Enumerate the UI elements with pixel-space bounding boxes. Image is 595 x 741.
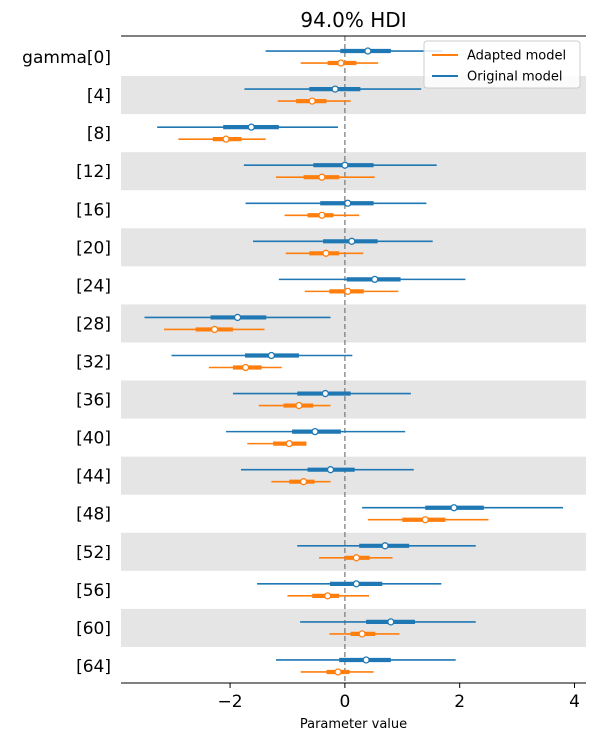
legend-label: Original model (467, 70, 562, 85)
row-label: gamma[0] (22, 48, 111, 68)
hdi-marks (144, 47, 564, 676)
median-point (371, 275, 379, 284)
median-point (247, 123, 255, 131)
x-tick-label: 4 (569, 692, 580, 712)
x-axis: −2 0 2 4 (121, 35, 586, 712)
median-point (318, 211, 326, 219)
row-label: [64] (76, 657, 111, 677)
row-label: [56] (76, 581, 111, 601)
row-band (121, 228, 586, 267)
median-point (352, 554, 361, 562)
median-point (322, 249, 330, 257)
row-label: [8] (87, 124, 111, 144)
median-point (387, 618, 395, 626)
median-point (331, 85, 339, 93)
median-point (341, 161, 349, 169)
row-band (121, 608, 586, 647)
row-label: [4] (87, 86, 111, 106)
row-label: [48] (76, 505, 111, 525)
median-point (321, 389, 330, 398)
median-point (381, 542, 389, 550)
x-tick-label: −2 (218, 692, 243, 712)
median-point (421, 516, 429, 524)
median-point (344, 199, 352, 207)
median-point (358, 630, 366, 638)
x-axis-label: Parameter value (300, 717, 407, 732)
row-bands (121, 76, 586, 647)
median-point (233, 313, 242, 322)
row-label: [32] (76, 353, 111, 373)
median-point (285, 439, 293, 448)
median-point (299, 478, 308, 486)
row-label: [28] (76, 314, 111, 334)
row-label: [44] (76, 467, 111, 487)
x-tick-label: 2 (454, 692, 465, 712)
row-band (121, 152, 586, 191)
median-point (267, 351, 276, 360)
median-point (334, 668, 342, 676)
median-point (362, 656, 370, 664)
median-point (210, 325, 219, 334)
row-labels: gamma[0] [4] [8] [12] [16] [20] [24] [28] [32] [3… (22, 48, 111, 677)
row-band (121, 532, 586, 571)
legend-box (423, 40, 581, 89)
median-point (241, 363, 250, 372)
row-label: [40] (76, 429, 111, 449)
median-point (364, 47, 372, 55)
row-label: [24] (76, 276, 111, 296)
median-point (318, 173, 326, 181)
median-point (324, 592, 332, 600)
median-point (344, 287, 352, 296)
row-band (121, 456, 586, 495)
legend: Adapted model Original model (423, 40, 581, 89)
row-band (121, 380, 586, 419)
row-label: [60] (76, 619, 111, 639)
median-point (450, 504, 458, 512)
row-band (121, 304, 586, 343)
median-point (348, 237, 356, 245)
median-point (308, 97, 316, 105)
median-point (295, 401, 303, 410)
x-tick-label: 0 (339, 692, 350, 712)
median-point (352, 580, 361, 588)
row-label: [12] (76, 162, 111, 182)
median-point (337, 59, 345, 67)
median-point (326, 466, 335, 474)
median-point (311, 427, 319, 436)
row-label: [16] (76, 200, 111, 220)
row-label: [20] (76, 238, 111, 258)
chart-title: 94.0% HDI (300, 8, 406, 32)
row-label: [52] (76, 543, 111, 563)
median-point (222, 135, 230, 143)
row-label: [36] (76, 391, 111, 411)
legend-label: Adapted model (467, 49, 566, 64)
